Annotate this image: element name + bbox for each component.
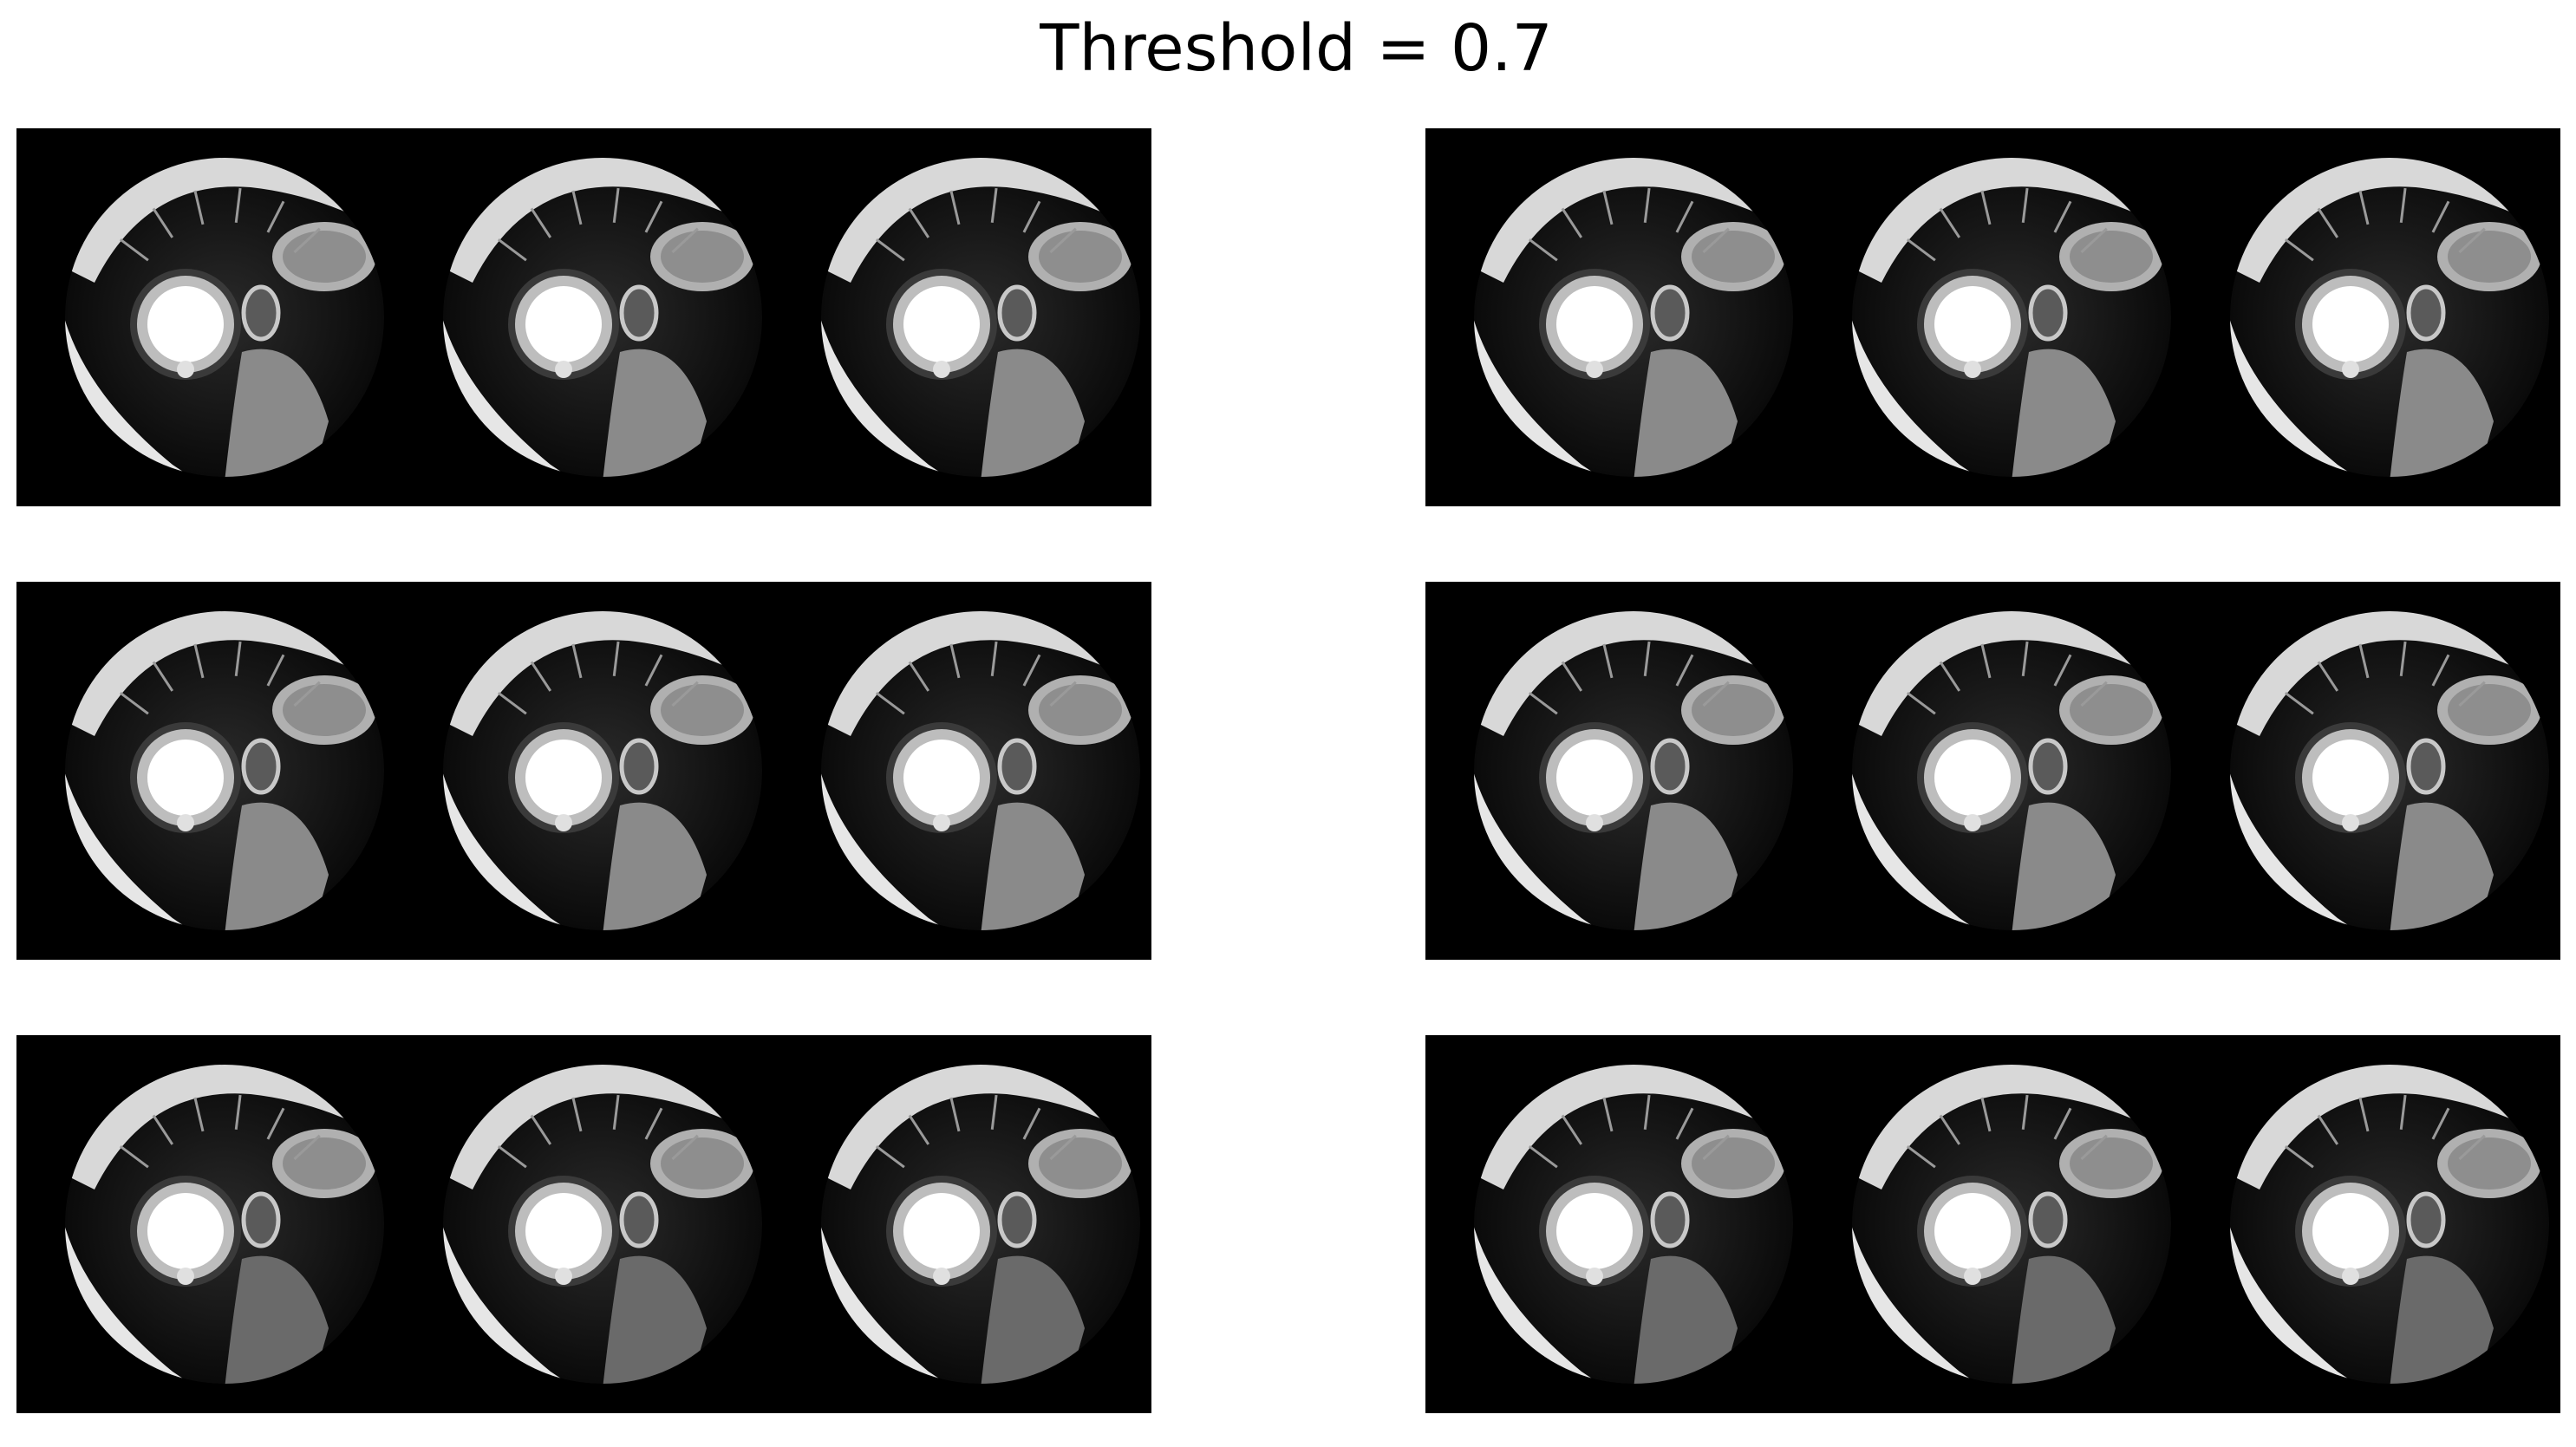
mri-thumbnail	[821, 611, 1140, 930]
mri-panel-top-left	[16, 128, 1151, 506]
mri-thumbnail	[65, 1065, 384, 1384]
mri-thumbnail	[821, 158, 1140, 477]
mri-thumbnail	[1852, 158, 2171, 477]
mri-panel-bottom-right	[1425, 1035, 2560, 1413]
mri-panel-graphic	[1474, 1065, 2549, 1384]
mri-thumbnail	[1852, 1065, 2171, 1384]
mri-thumbnail	[1474, 158, 1793, 477]
mri-panel-graphic	[65, 158, 1140, 477]
mri-thumbnail	[2230, 158, 2549, 477]
mri-panel-graphic	[65, 611, 1140, 930]
mri-panel-top-right	[1425, 128, 2560, 506]
mri-thumbnail	[65, 611, 384, 930]
mri-thumbnail	[443, 158, 762, 477]
mri-panel-graphic	[65, 1065, 1140, 1384]
mri-panel-graphic	[1474, 158, 2549, 477]
mri-thumbnail	[443, 611, 762, 930]
mri-panel-graphic	[1474, 611, 2549, 930]
mri-thumbnail	[1474, 611, 1793, 930]
figure-title: Threshold = 0.7	[1040, 11, 1553, 86]
mri-thumbnail	[2230, 611, 2549, 930]
mri-thumbnail	[443, 1065, 762, 1384]
mri-panel-middle-left	[16, 582, 1151, 960]
mri-thumbnail	[2230, 1065, 2549, 1384]
mri-thumbnail	[1474, 1065, 1793, 1384]
mri-thumbnail	[65, 158, 384, 477]
mri-panel-bottom-left	[16, 1035, 1151, 1413]
mri-panel-middle-right	[1425, 582, 2560, 960]
mri-thumbnail	[1852, 611, 2171, 930]
mri-thumbnail	[821, 1065, 1140, 1384]
